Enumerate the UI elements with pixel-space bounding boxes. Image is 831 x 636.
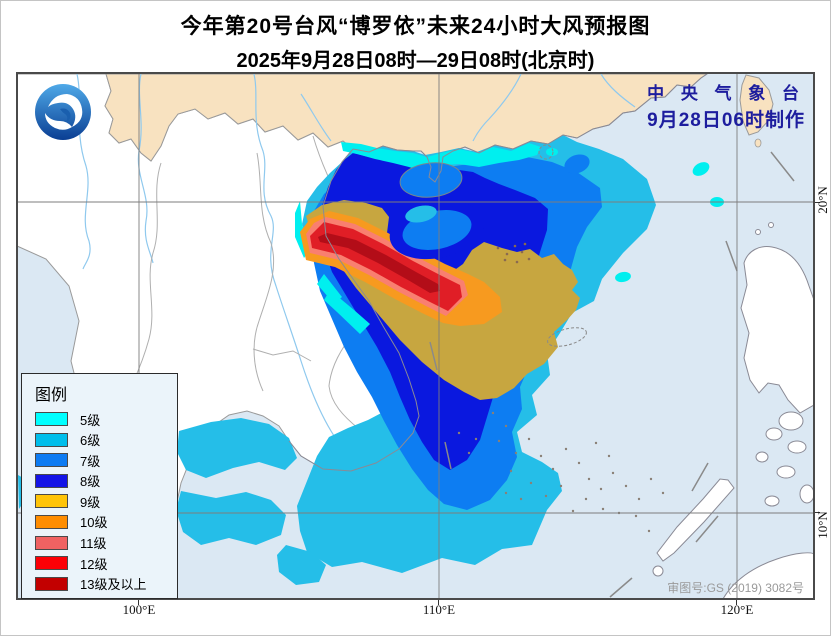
lon-tick [438, 600, 439, 605]
legend-label: 11级 [80, 536, 107, 552]
legend-label: 7级 [80, 453, 101, 469]
island [787, 440, 807, 454]
lat-label-20n: 20°N [815, 186, 830, 214]
legend-swatch [35, 473, 68, 488]
paracel-reef-dots [496, 242, 531, 264]
island [755, 451, 769, 463]
land-luzon [740, 246, 813, 414]
legend-swatch [35, 494, 68, 509]
lon-label-120e: 120°E [720, 602, 754, 617]
land-palawan [656, 478, 735, 562]
agency-issued-time: 9月28日06时制作 [647, 110, 805, 131]
lat-label-10n: 10°N [815, 511, 830, 539]
land-borneo [723, 552, 813, 598]
map-credit: 审图号:GS (2019) 3082号 [667, 581, 804, 595]
title-line2: 2025年9月28日08时—29日08时(北京时) [236, 50, 595, 72]
legend-item: 7级 [35, 453, 177, 469]
legend-label: 5级 [80, 412, 101, 428]
legend-label: 12级 [80, 556, 108, 572]
legend-item: 6级 [35, 432, 177, 449]
lon-label-100e: 100°E [122, 602, 156, 617]
legend-box: 图例 5级 6级 7级 8级 9级 10级 11级 12级 13级及以上 [21, 373, 178, 599]
wind-area-6 [177, 418, 297, 478]
island [799, 484, 813, 504]
island [652, 565, 664, 577]
wind-area-6 [176, 491, 286, 545]
legend-label: 6级 [80, 433, 101, 449]
legend-item: 5级 [35, 412, 177, 428]
legend-title: 图例 [35, 387, 68, 404]
legend-item: 12级 [35, 556, 177, 572]
lat-tick [815, 202, 820, 203]
agency-stamp: 中 央 气 象 台 9月28日06时制作 [647, 79, 805, 132]
legend-swatch [35, 556, 68, 571]
title-line1: 今年第20号台风“博罗依”未来24小时大风预报图 [180, 15, 651, 38]
legend-swatch [35, 535, 68, 550]
coastlines [288, 74, 708, 472]
legend-swatch [35, 432, 68, 447]
legend-swatch [35, 576, 68, 591]
legend-item: 11级 [35, 535, 177, 552]
legend-item: 13级及以上 [35, 576, 177, 593]
island [778, 411, 804, 431]
page-title: 今年第20号台风“博罗依”未来24小时大风预报图 2025年9月28日08时—2… [1, 10, 830, 73]
island [776, 465, 796, 479]
legend-label: 10级 [80, 515, 108, 531]
legend-label: 8级 [80, 474, 101, 490]
island-small [754, 138, 762, 148]
lat-tick [815, 512, 820, 513]
agency-name: 中 央 气 象 台 [647, 84, 805, 103]
wind-area-13 [318, 233, 440, 293]
spratly-reef-dots [457, 411, 665, 533]
legend-item: 8级 [35, 473, 177, 490]
wind-area-7 [564, 154, 590, 174]
lon-label-110e: 110°E [422, 602, 456, 617]
legend-swatch [35, 412, 68, 426]
island [755, 229, 761, 235]
wind-area-5 [295, 142, 724, 334]
land-taiwan [739, 74, 774, 136]
legend-item: 10级 [35, 514, 177, 531]
legend-swatch [35, 514, 68, 529]
boundary-dash-line [429, 151, 795, 598]
island [764, 495, 780, 507]
wind-area-6 [277, 545, 326, 585]
cma-logo-icon [34, 83, 92, 146]
lon-tick [138, 600, 139, 605]
wind-hole-6 [405, 205, 437, 223]
legend-label: 13级及以上 [80, 577, 147, 593]
lon-tick [736, 600, 737, 605]
legend-item: 9级 [35, 494, 177, 510]
legend-label: 9级 [80, 494, 101, 510]
dashed-banks [538, 144, 587, 347]
legend-swatch [35, 453, 68, 468]
island [765, 427, 783, 441]
island [768, 222, 774, 228]
